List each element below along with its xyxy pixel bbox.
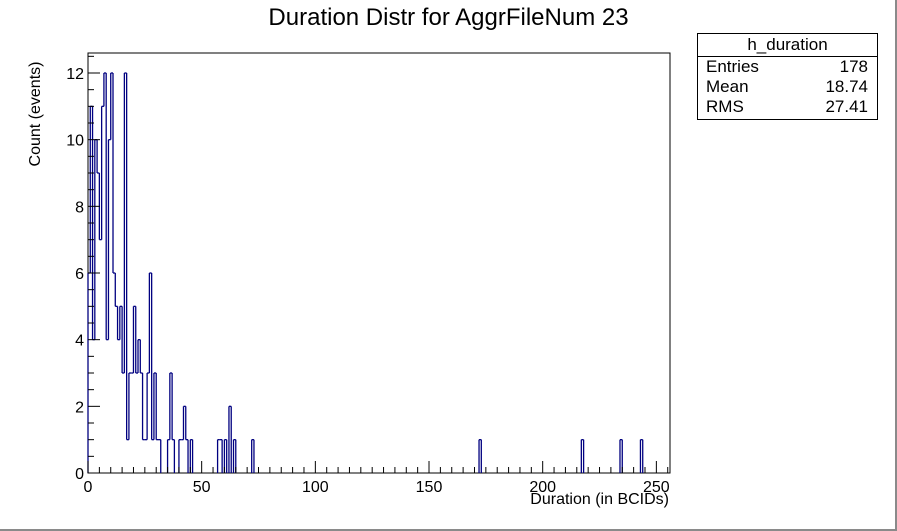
stats-value: 18.74 bbox=[825, 77, 868, 96]
stats-label: RMS bbox=[706, 97, 744, 116]
x-axis-ticks: 0 50 100 150 200 250 bbox=[84, 461, 670, 496]
histogram-series bbox=[87, 72, 644, 473]
plot-title: Duration Distr for AggrFileNum 23 bbox=[268, 4, 629, 31]
x-tick-label: 200 bbox=[529, 479, 556, 496]
y-tick-label: 8 bbox=[75, 199, 84, 216]
y-tick-label: 6 bbox=[75, 266, 84, 283]
x-tick-label: 100 bbox=[302, 479, 329, 496]
x-tick-label: 50 bbox=[193, 479, 211, 496]
x-axis-title: Duration (in BCIDs) bbox=[530, 491, 669, 508]
stats-label: Entries bbox=[706, 57, 759, 76]
x-tick-label: 0 bbox=[84, 479, 93, 496]
plot-frame bbox=[87, 52, 671, 474]
stats-row-mean: Mean 18.74 bbox=[698, 77, 877, 97]
y-axis-ticks: 0 2 4 6 8 10 12 bbox=[66, 55, 100, 483]
y-tick-label: 10 bbox=[66, 133, 84, 150]
stats-value: 178 bbox=[839, 57, 868, 76]
stats-value: 27.41 bbox=[825, 97, 868, 116]
stats-row-entries: Entries 178 bbox=[698, 57, 877, 77]
y-axis-title: Count (events) bbox=[27, 61, 44, 167]
y-tick-label: 12 bbox=[66, 66, 84, 83]
x-tick-label: 250 bbox=[643, 479, 670, 496]
y-tick-label: 0 bbox=[75, 466, 84, 483]
y-tick-label: 4 bbox=[75, 333, 84, 350]
y-tick-label: 2 bbox=[75, 399, 84, 416]
stats-box-title: h_duration bbox=[698, 34, 877, 57]
stats-row-rms: RMS 27.41 bbox=[698, 97, 877, 117]
stats-box: h_duration Entries 178 Mean 18.74 RMS 27… bbox=[697, 33, 878, 120]
x-tick-label: 150 bbox=[416, 479, 443, 496]
stats-label: Mean bbox=[706, 77, 749, 96]
